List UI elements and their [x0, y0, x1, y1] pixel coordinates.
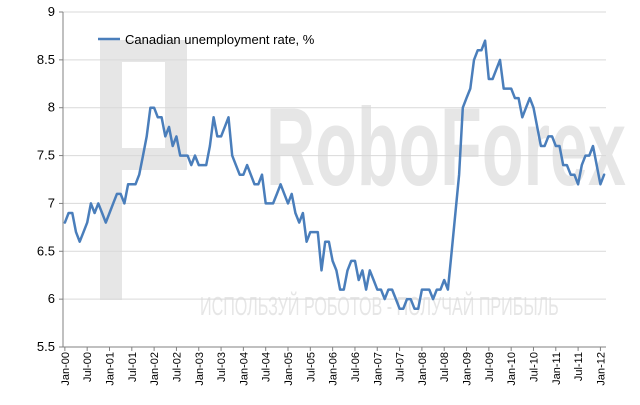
x-tick-label: Jan-12 — [595, 352, 607, 386]
y-tick-label: 8 — [48, 100, 55, 115]
x-tick-label: Jan-07 — [372, 352, 384, 386]
y-tick-label: 5.5 — [37, 339, 55, 354]
watermark-slogan: ИСПОЛЬЗУЙ РОБОТОВ - ПОЛУЧАЙ ПРИБЫЛЬ — [200, 291, 559, 321]
y-tick-label: 6 — [48, 291, 55, 306]
y-tick-label: 9 — [48, 4, 55, 19]
y-tick-label: 6.5 — [37, 243, 55, 258]
x-tick-label: Jan-09 — [462, 352, 474, 386]
x-tick-label: Jan-05 — [283, 352, 295, 386]
x-tick-label: Jul-07 — [395, 352, 407, 382]
y-tick-label: 7.5 — [37, 148, 55, 163]
x-tick-label: Jan-00 — [60, 352, 72, 386]
x-tick-label: Jul-05 — [305, 352, 317, 382]
x-tick-label: Jul-01 — [127, 352, 139, 382]
x-tick-label: Jan-01 — [104, 352, 116, 386]
x-tick-label: Jan-11 — [551, 352, 563, 385]
x-tick-label: Jan-08 — [417, 352, 429, 386]
watermark-mark — [100, 40, 122, 300]
x-tick-label: Jan-06 — [328, 352, 340, 386]
x-tick-label: Jul-03 — [216, 352, 228, 382]
x-axis-ticks: Jan-00 Jul-00 Jan-01 Jul-01 Jan-02 Jul-02 Jan-… — [60, 352, 608, 386]
legend: Canadian unemployment rate, % — [98, 32, 315, 47]
x-tick-label: Jan-03 — [194, 352, 206, 386]
x-tick-label: Jul-00 — [82, 352, 94, 382]
legend-label: Canadian unemployment rate, % — [125, 32, 315, 47]
x-tick-label: Jul-10 — [528, 352, 540, 382]
x-tick-label: Jan-02 — [149, 352, 161, 386]
x-tick-label: Jul-04 — [261, 352, 273, 382]
x-tick-label: Jul-11 — [573, 352, 585, 381]
x-tick-label: Jul-08 — [439, 352, 451, 382]
x-tick-label: Jan-04 — [238, 352, 250, 386]
y-tick-label: 8.5 — [37, 52, 55, 67]
x-tick-label: Jan-10 — [506, 352, 518, 386]
y-axis-ticks: 5.5 6 6.5 7 7.5 8 8.5 9 — [37, 4, 55, 354]
watermark-mark-mid — [122, 148, 187, 170]
x-tick-label: Jul-06 — [350, 352, 362, 382]
x-tick-label: Jul-02 — [171, 352, 183, 382]
x-tick-label: Jul-09 — [484, 352, 496, 382]
y-tick-label: 7 — [48, 195, 55, 210]
watermark-brand: RoboForex — [266, 86, 626, 209]
